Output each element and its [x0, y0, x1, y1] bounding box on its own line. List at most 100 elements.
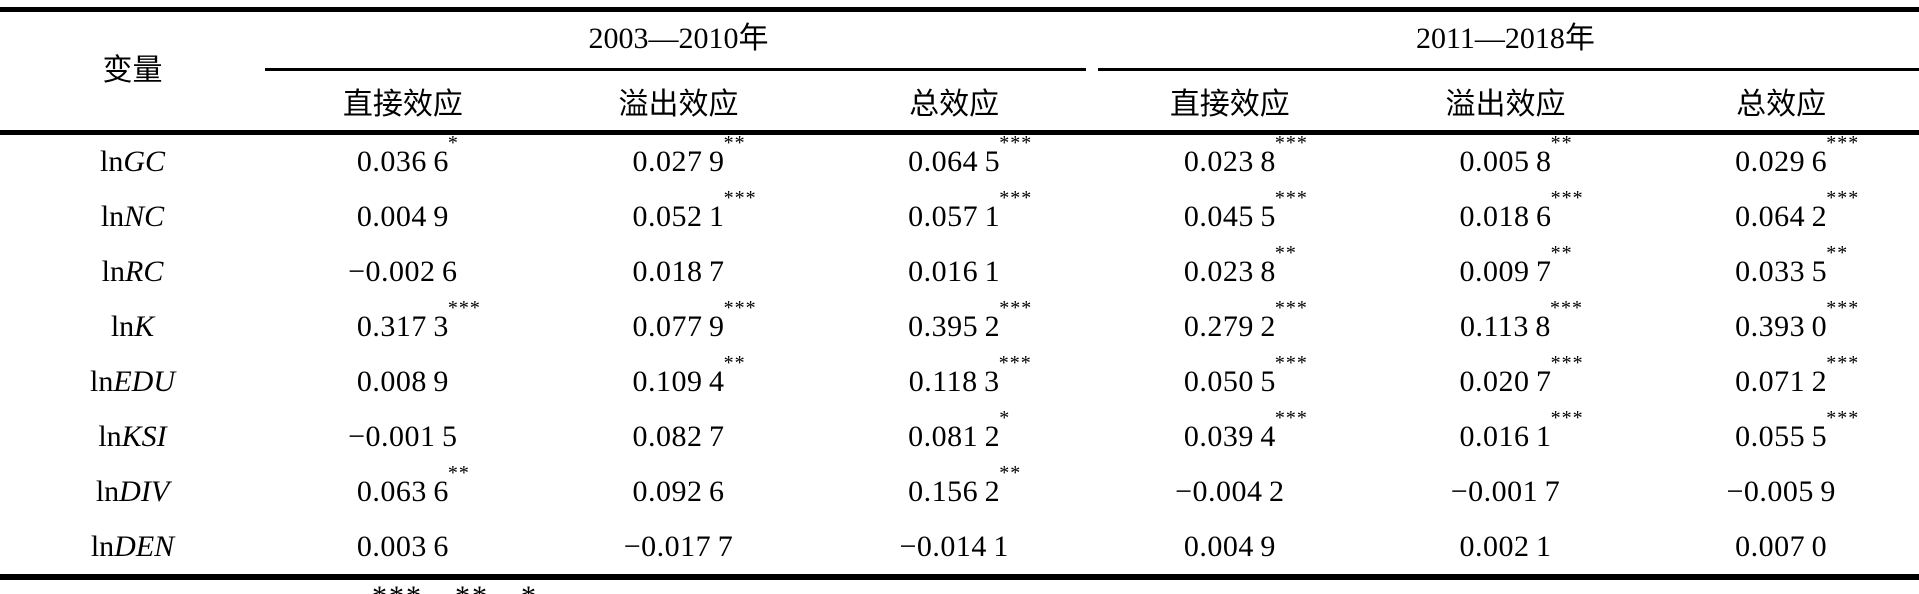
effect-value: 0.063 6 **: [356, 461, 470, 508]
effect-value-cell: −0.002 6: [265, 245, 541, 300]
effect-value-cell: 0.033 5 **: [1643, 242, 1919, 300]
effect-value-cell: 0.018 7: [541, 245, 817, 300]
effect-value-cell: 0.071 2 ***: [1643, 351, 1919, 410]
effect-value: 0.057 1 ***: [908, 187, 1033, 234]
effect-value-cell: 0.092 6: [541, 464, 817, 519]
effect-value-cell: 0.081 2 *: [816, 408, 1092, 464]
effect-value: 0.113 8 ***: [1460, 297, 1584, 344]
significance-stars: **: [999, 461, 1022, 484]
subheader-spillover-effect-1: 溢出效应: [618, 87, 739, 121]
table-bottom-border: [0, 574, 1919, 580]
effect-value: 0.395 2 ***: [908, 297, 1033, 344]
effect-value: 0.008 9: [356, 364, 449, 398]
effect-value-cell: 0.279 2 ***: [1092, 298, 1368, 355]
effect-value: 0.016 1 ***: [1459, 406, 1584, 453]
effect-value-cell: 0.064 2 ***: [1643, 187, 1919, 245]
effect-value: 0.004 9: [1183, 529, 1276, 563]
significance-stars: ***: [999, 297, 1033, 320]
significance-stars: ***: [1826, 132, 1860, 155]
subheader-total-effect-2: 总效应: [1736, 87, 1827, 121]
header-bottom-border: [0, 130, 1919, 135]
effect-value: −0.002 6: [348, 255, 458, 289]
effect-value-cell: 0.018 6 ***: [1368, 187, 1644, 245]
table-body: ln GC 0.036 6 * 0.027 9 ** 0.064 5 *** 0.023 8 **…: [0, 132, 1919, 574]
effect-value-cell: 0.004 9: [265, 190, 541, 245]
significance-stars: ***: [447, 297, 481, 320]
period-group-header-2011-2018: 2011—2018年: [1416, 22, 1595, 55]
effect-value: 0.004 9: [356, 200, 449, 234]
effect-value-cell: 0.005 8 **: [1368, 132, 1644, 190]
period-group-header-2003-2010: 2003—2010年: [588, 22, 769, 55]
effect-value-cell: 0.082 7: [541, 409, 817, 464]
effect-value: 0.064 5 ***: [908, 132, 1033, 179]
subheader-spacer: [0, 71, 265, 130]
effect-value: 0.082 7: [632, 419, 725, 453]
effect-value-cell: 0.016 1 ***: [1368, 406, 1644, 464]
significance-stars: **: [447, 461, 470, 484]
effect-value-cell: −0.014 1: [816, 519, 1092, 574]
variable-name: ln GC: [99, 145, 166, 179]
effect-value-cell: 0.395 2 ***: [816, 297, 1092, 355]
significance-stars: ***: [1274, 132, 1308, 155]
variable-name: ln DIV: [95, 474, 170, 508]
effect-value: 0.023 8 **: [1183, 242, 1297, 289]
effect-value: 0.016 1: [908, 255, 1001, 289]
effect-value: 0.109 4 **: [632, 351, 746, 398]
effect-value-cell: 0.008 9: [265, 355, 541, 410]
variable-name: ln RC: [101, 255, 164, 289]
significance-stars: ***: [1274, 406, 1308, 429]
effect-value: 0.023 8 ***: [1183, 132, 1308, 179]
effect-value: 0.393 0 ***: [1735, 297, 1860, 344]
significance-stars: ***: [1550, 187, 1584, 210]
effect-value: 0.118 3 ***: [908, 351, 1032, 398]
effect-value: 0.027 9 **: [632, 132, 746, 179]
effect-value: 0.317 3 ***: [356, 297, 481, 344]
effect-value-cell: 0.118 3 ***: [816, 351, 1092, 410]
significance-stars: ***: [1826, 351, 1860, 374]
effect-value-cell: 0.029 6 ***: [1643, 132, 1919, 190]
effect-value: 0.036 6 *: [356, 132, 459, 179]
significance-stars: **: [723, 132, 746, 155]
significance-stars: **: [1826, 242, 1849, 265]
significance-stars: ***: [1826, 406, 1860, 429]
variable-name: ln DEN: [90, 529, 175, 563]
effect-value-cell: 0.023 8 **: [1092, 242, 1368, 300]
significance-stars: ***: [1274, 187, 1308, 210]
effect-value-cell: 0.009 7 **: [1368, 242, 1644, 300]
effect-value: 0.029 6 ***: [1735, 132, 1860, 179]
effect-value: 0.020 7 ***: [1459, 351, 1584, 398]
effect-value-cell: 0.004 9: [1092, 519, 1368, 574]
effect-value-cell: 0.050 5 ***: [1092, 353, 1368, 410]
significance-stars: *: [447, 132, 459, 155]
effect-value-cell: 0.317 3 ***: [265, 297, 541, 355]
significance-stars: **: [1550, 242, 1573, 265]
effect-value: 0.055 5 ***: [1735, 406, 1860, 453]
effect-value-cell: −0.017 7: [541, 519, 817, 574]
effect-value-cell: 0.045 5 ***: [1092, 187, 1368, 245]
effect-value: 0.045 5 ***: [1183, 187, 1308, 234]
effect-value: 0.018 7: [632, 255, 725, 289]
effect-value: −0.005 9: [1726, 474, 1836, 508]
effect-value: −0.001 7: [1450, 474, 1561, 508]
effect-value-cell: 0.039 4 ***: [1092, 406, 1368, 464]
effect-value: −0.017 7: [623, 529, 734, 563]
effect-value-cell: 0.002 1: [1368, 519, 1644, 574]
effect-value: 0.007 0: [1735, 529, 1828, 563]
significance-stars: ***: [1826, 187, 1860, 210]
effect-value-cell: 0.003 6: [265, 519, 541, 574]
effect-value: 0.009 7 **: [1459, 242, 1573, 289]
effect-value-cell: 0.007 0: [1643, 519, 1919, 574]
significance-stars: **: [1550, 132, 1573, 155]
subheader-direct-effect-1: 直接效应: [342, 87, 463, 121]
variable-name: ln EDU: [90, 364, 175, 398]
group1-spanner-rule: [265, 68, 1086, 71]
significance-stars: ***: [999, 132, 1033, 155]
significance-stars: **: [1274, 242, 1297, 265]
effect-value-cell: 0.077 9 ***: [541, 297, 817, 355]
effect-value-cell: 0.016 1: [816, 245, 1092, 300]
effect-value: 0.002 1: [1459, 529, 1552, 563]
significance-stars: ***: [723, 187, 757, 210]
effect-value-cell: 0.113 8 ***: [1368, 297, 1644, 355]
effect-value: −0.001 5: [348, 419, 458, 453]
significance-stars: ***: [723, 297, 757, 320]
